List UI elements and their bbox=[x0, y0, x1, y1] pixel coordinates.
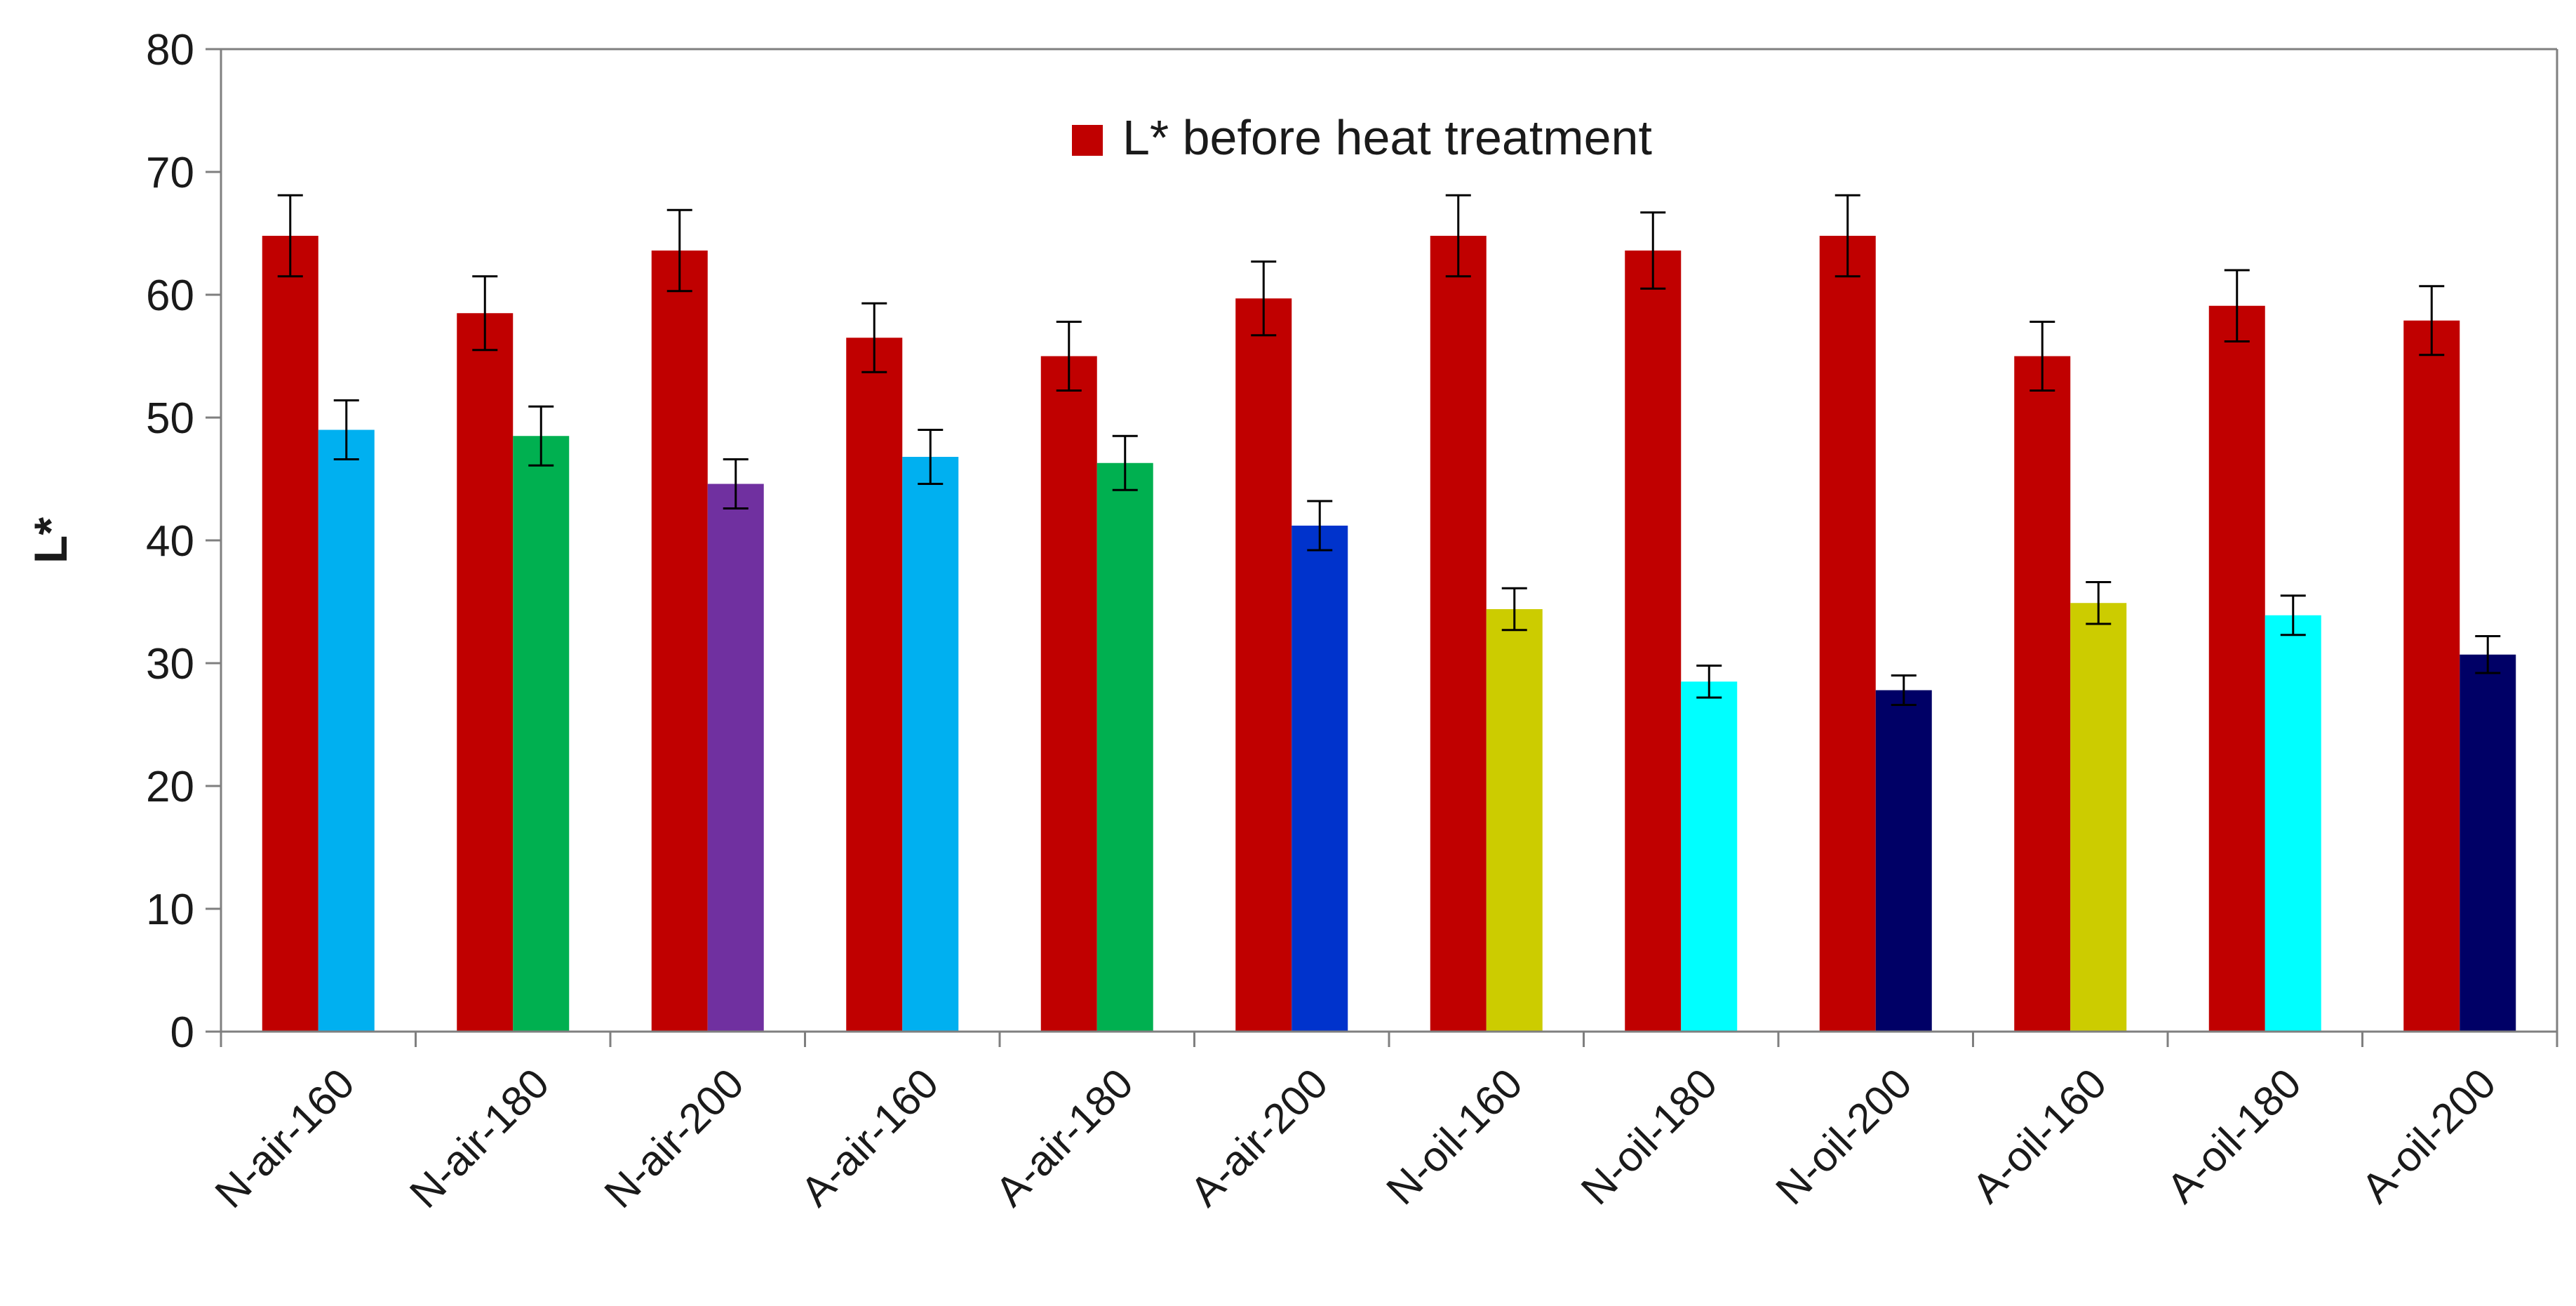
error-bar bbox=[1445, 194, 1471, 278]
bar-before-heat bbox=[2403, 320, 2460, 1032]
error-bar bbox=[1501, 587, 1527, 632]
y-tick-label: 0 bbox=[170, 1008, 194, 1057]
y-tick-label: 30 bbox=[146, 640, 194, 688]
error-bar bbox=[2030, 321, 2055, 392]
error-bar bbox=[1112, 434, 1138, 491]
bar-before-heat bbox=[1819, 236, 1876, 1032]
error-bar bbox=[1696, 665, 1722, 699]
error-bar bbox=[1307, 500, 1333, 552]
error-bar bbox=[723, 458, 749, 509]
bar-after-heat bbox=[318, 429, 375, 1032]
x-tick-label: A-oil-160 bbox=[1963, 1060, 2115, 1212]
error-bar bbox=[2475, 635, 2501, 674]
x-tick-label: N-oil-180 bbox=[1572, 1060, 1726, 1214]
error-bar bbox=[2086, 581, 2112, 625]
x-tick-label: A-air-200 bbox=[1181, 1060, 1337, 1215]
error-bar bbox=[1640, 211, 1666, 290]
error-bar bbox=[472, 275, 498, 352]
bar-after-heat bbox=[1486, 609, 1543, 1032]
x-tick-label: N-air-180 bbox=[401, 1060, 558, 1217]
bar-after-heat bbox=[513, 436, 570, 1032]
bar-after-heat bbox=[1292, 526, 1348, 1032]
x-tick-label: N-oil-160 bbox=[1377, 1060, 1531, 1214]
bar-after-heat bbox=[1875, 690, 1932, 1032]
x-tick-label: N-oil-200 bbox=[1766, 1060, 1921, 1214]
y-tick-label: 60 bbox=[146, 272, 194, 320]
error-bars-layer bbox=[277, 194, 2501, 706]
x-ticks-layer: N-air-160 N-air-180 N-air-200 A-air-160 A-ai… bbox=[206, 1032, 2558, 1217]
error-bar bbox=[277, 194, 303, 278]
y-ticks-layer: 0 10 20 30 40 50 60 70 80 bbox=[146, 26, 221, 1057]
bar-before-heat bbox=[2014, 356, 2071, 1032]
error-bar bbox=[1251, 260, 1277, 337]
error-bar bbox=[2224, 269, 2250, 342]
y-tick-label: 70 bbox=[146, 149, 194, 197]
bar-after-heat bbox=[902, 457, 959, 1032]
error-bar bbox=[2419, 285, 2445, 357]
error-bar bbox=[1056, 321, 1082, 392]
bar-before-heat bbox=[846, 338, 903, 1032]
error-bar bbox=[333, 399, 359, 460]
y-axis-label: L* bbox=[25, 517, 76, 564]
bar-before-heat bbox=[457, 313, 514, 1032]
bar-before-heat bbox=[1430, 236, 1487, 1032]
bar-before-heat bbox=[1235, 298, 1292, 1032]
legend-label-before: L* before heat treatment bbox=[1122, 110, 1652, 165]
bar-after-heat bbox=[707, 484, 764, 1032]
error-bar bbox=[918, 429, 944, 485]
error-bar bbox=[528, 405, 554, 467]
axes-layer bbox=[220, 48, 2558, 1033]
bar-after-heat bbox=[1096, 462, 1153, 1032]
error-bar bbox=[666, 208, 692, 293]
error-bar bbox=[2280, 594, 2306, 637]
x-tick-label: N-air-160 bbox=[206, 1060, 363, 1217]
error-bar bbox=[1891, 674, 1917, 706]
bar-after-heat bbox=[1681, 681, 1738, 1032]
bar-after-heat bbox=[2265, 615, 2321, 1032]
bars-layer bbox=[262, 236, 2516, 1032]
y-tick-label: 20 bbox=[146, 763, 194, 811]
bar-before-heat bbox=[1625, 251, 1682, 1032]
y-tick-label: 10 bbox=[146, 886, 194, 934]
legend-swatch-before bbox=[1072, 125, 1103, 156]
x-tick-label: A-air-180 bbox=[986, 1060, 1142, 1215]
x-tick-label: A-oil-180 bbox=[2158, 1060, 2310, 1212]
error-bar bbox=[861, 302, 887, 373]
x-tick-label: A-oil-200 bbox=[2352, 1060, 2504, 1212]
bar-after-heat bbox=[2460, 654, 2516, 1032]
bar-before-heat bbox=[651, 251, 708, 1032]
bar-before-heat bbox=[2208, 305, 2265, 1032]
bar-before-heat bbox=[262, 236, 318, 1032]
error-bar bbox=[1834, 194, 1860, 278]
legend: L* before heat treatment bbox=[1072, 110, 1652, 165]
bar-after-heat bbox=[2070, 603, 2127, 1032]
y-tick-label: 80 bbox=[146, 26, 194, 74]
y-tick-label: 40 bbox=[146, 517, 194, 566]
y-tick-label: 50 bbox=[146, 394, 194, 443]
x-tick-label: A-air-160 bbox=[792, 1060, 948, 1215]
x-tick-label: N-air-200 bbox=[596, 1060, 753, 1217]
bar-before-heat bbox=[1040, 356, 1097, 1032]
